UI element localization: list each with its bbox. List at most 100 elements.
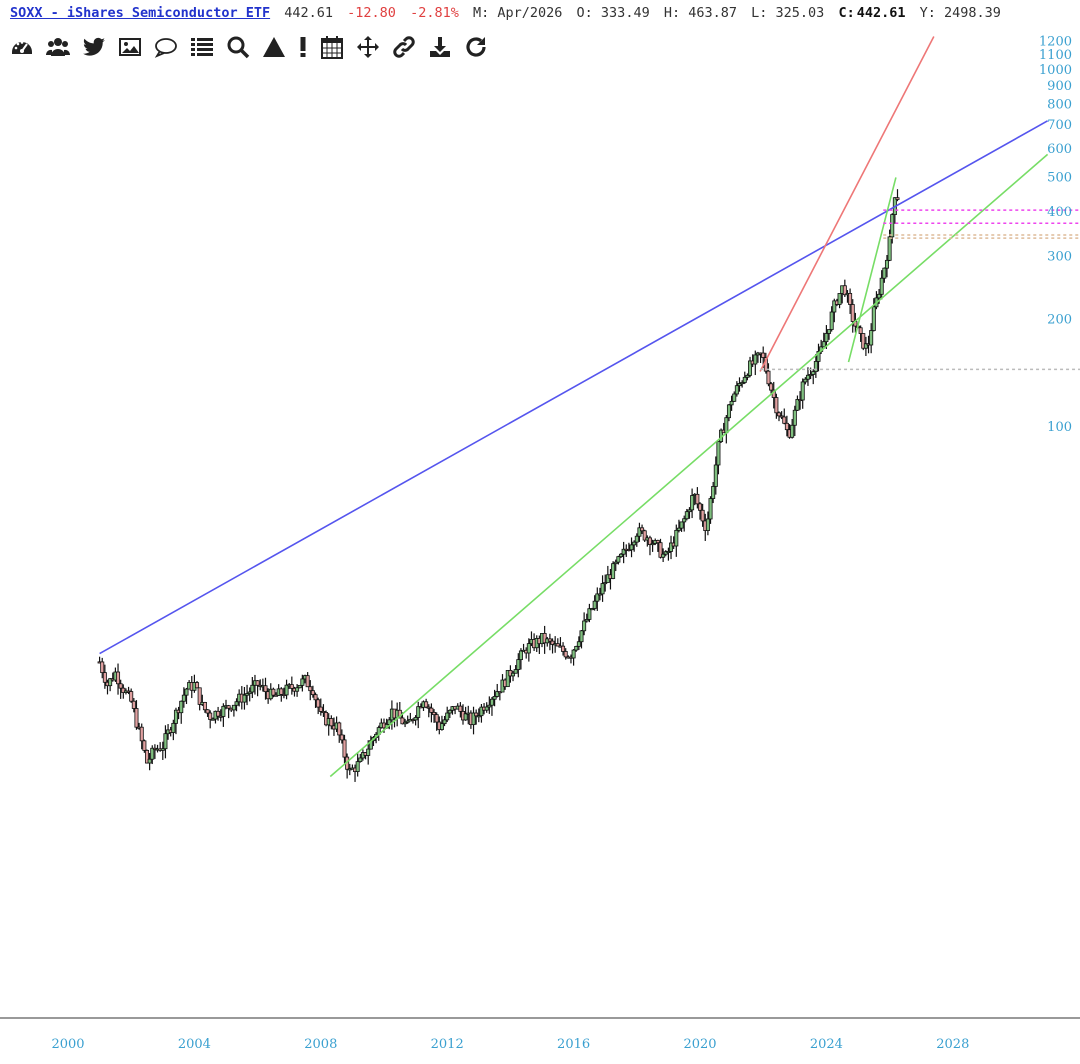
candle-body bbox=[858, 327, 863, 334]
candle-body bbox=[492, 696, 497, 700]
candle-body bbox=[803, 378, 808, 383]
candle-body bbox=[297, 684, 302, 689]
candle-body bbox=[476, 715, 481, 718]
search-icon[interactable] bbox=[225, 34, 251, 60]
candle-body bbox=[205, 709, 210, 714]
image-icon[interactable] bbox=[117, 34, 143, 60]
candle-body bbox=[813, 361, 818, 373]
candle-body bbox=[782, 416, 787, 424]
users-icon[interactable] bbox=[45, 34, 71, 60]
candle-body bbox=[484, 706, 489, 711]
candle-body bbox=[676, 527, 681, 531]
candle-body bbox=[582, 620, 587, 632]
candle-body bbox=[284, 684, 289, 696]
candle-body bbox=[863, 343, 868, 349]
trendline bbox=[847, 177, 897, 363]
link-icon[interactable] bbox=[391, 34, 417, 60]
candle-body bbox=[413, 717, 418, 721]
candle-body bbox=[489, 698, 494, 706]
candle-body bbox=[131, 700, 136, 709]
close-label: C: bbox=[838, 5, 855, 21]
candle-body bbox=[779, 415, 784, 418]
candle-body bbox=[339, 734, 344, 741]
candle-body bbox=[134, 708, 139, 728]
x-tick-label: 2000 bbox=[51, 1037, 84, 1052]
candle-body bbox=[289, 684, 294, 689]
candle-body bbox=[634, 535, 639, 543]
candle-body bbox=[321, 711, 326, 714]
move-icon[interactable] bbox=[355, 34, 381, 60]
candle-body bbox=[613, 561, 618, 565]
dashboard-icon[interactable] bbox=[9, 34, 35, 60]
y-tick-label: 1200 bbox=[1039, 35, 1072, 50]
candle-body bbox=[355, 761, 360, 772]
list-icon[interactable] bbox=[189, 34, 215, 60]
candle-body bbox=[698, 503, 703, 511]
candle-body bbox=[655, 540, 660, 544]
candle-body bbox=[550, 640, 555, 645]
candle-body bbox=[808, 374, 813, 377]
trendlines bbox=[99, 36, 1080, 778]
candle-body bbox=[816, 351, 821, 362]
candle-body bbox=[434, 714, 439, 723]
candle-body bbox=[848, 293, 853, 305]
calendar-icon[interactable] bbox=[319, 34, 345, 60]
candle-body bbox=[271, 688, 276, 696]
candle-body bbox=[542, 633, 547, 644]
candle-body bbox=[674, 529, 679, 547]
exclamation-icon[interactable] bbox=[297, 34, 309, 60]
candle-body bbox=[603, 582, 608, 585]
candle-body bbox=[616, 556, 621, 563]
candle-body bbox=[208, 712, 213, 720]
candle-body bbox=[308, 686, 313, 692]
candle-body bbox=[439, 723, 444, 730]
candle-body bbox=[795, 399, 800, 411]
candle-body bbox=[171, 722, 176, 733]
candle-body bbox=[316, 699, 321, 708]
candle-body bbox=[713, 464, 718, 487]
y-tick-label: 400 bbox=[1047, 205, 1072, 220]
candle-body bbox=[669, 542, 674, 552]
candle-body bbox=[163, 733, 168, 750]
chart-toolbar bbox=[9, 34, 489, 60]
candle-body bbox=[882, 267, 887, 279]
candle-body bbox=[102, 672, 107, 683]
candle-body bbox=[877, 293, 882, 299]
y-tick-label: 800 bbox=[1047, 98, 1072, 113]
candle-body bbox=[587, 608, 592, 620]
refresh-icon[interactable] bbox=[463, 34, 489, 60]
candle-body bbox=[821, 341, 826, 348]
candle-body bbox=[584, 619, 589, 622]
candle-body bbox=[784, 422, 789, 431]
candle-body bbox=[716, 441, 721, 466]
candle-body bbox=[687, 509, 692, 513]
comment-icon[interactable] bbox=[153, 34, 179, 60]
last-price: 442.61 bbox=[284, 5, 334, 21]
x-tick-label: 2016 bbox=[557, 1037, 590, 1052]
candlestick-series bbox=[97, 189, 900, 782]
candle-body bbox=[221, 705, 226, 717]
y-tick-label: 200 bbox=[1047, 313, 1072, 328]
candle-body bbox=[329, 718, 334, 727]
candle-body bbox=[832, 300, 837, 313]
candle-body bbox=[563, 651, 568, 658]
warning-icon[interactable] bbox=[261, 34, 287, 60]
candle-body bbox=[526, 643, 531, 654]
x-tick-label: 2012 bbox=[431, 1037, 464, 1052]
candle-body bbox=[160, 748, 165, 751]
candle-body bbox=[226, 705, 231, 709]
candle-body bbox=[426, 706, 431, 709]
candle-body bbox=[405, 720, 410, 723]
candle-body bbox=[790, 424, 795, 438]
candle-body bbox=[144, 749, 149, 764]
candle-body bbox=[242, 694, 247, 703]
download-icon[interactable] bbox=[427, 34, 453, 60]
candle-body bbox=[121, 687, 126, 694]
ticker-link[interactable]: SOXX - iShares Semiconductor ETF bbox=[10, 5, 271, 21]
candle-body bbox=[513, 669, 518, 674]
x-tick-label: 2024 bbox=[810, 1037, 843, 1052]
x-tick-label: 2008 bbox=[304, 1037, 337, 1052]
candle-body bbox=[547, 638, 552, 642]
twitter-icon[interactable] bbox=[81, 34, 107, 60]
